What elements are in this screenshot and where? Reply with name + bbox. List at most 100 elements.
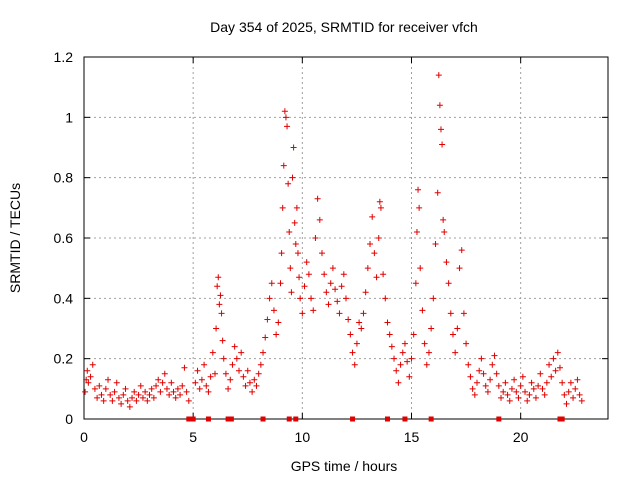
data-point bbox=[236, 367, 243, 374]
data-point bbox=[285, 180, 292, 187]
data-point bbox=[249, 388, 256, 395]
x-tick-label: 10 bbox=[295, 429, 311, 445]
baseline-marker bbox=[293, 416, 299, 422]
data-point bbox=[360, 310, 367, 317]
baseline-marker bbox=[428, 416, 434, 422]
data-point bbox=[517, 382, 524, 389]
data-point bbox=[312, 235, 319, 241]
data-point bbox=[157, 388, 164, 395]
data-point bbox=[137, 382, 144, 389]
data-point bbox=[109, 397, 116, 404]
data-point bbox=[291, 219, 298, 226]
baseline-marker bbox=[228, 416, 234, 422]
data-point bbox=[111, 388, 118, 395]
data-point bbox=[500, 388, 507, 395]
x-tick-label: 15 bbox=[404, 429, 420, 445]
baseline-marker bbox=[402, 416, 408, 422]
data-point bbox=[421, 340, 428, 347]
data-point bbox=[386, 331, 393, 338]
gap-markers bbox=[186, 416, 565, 422]
data-point bbox=[100, 397, 107, 404]
data-point bbox=[552, 367, 559, 374]
data-point bbox=[343, 295, 349, 302]
data-point bbox=[329, 265, 336, 272]
data-point bbox=[318, 250, 325, 257]
data-point bbox=[449, 331, 456, 338]
baseline-marker bbox=[286, 416, 292, 422]
x-tick-label: 0 bbox=[80, 429, 88, 445]
data-point bbox=[275, 319, 282, 326]
data-point bbox=[458, 247, 465, 254]
data-point bbox=[222, 370, 229, 377]
data-point bbox=[85, 379, 92, 386]
data-point bbox=[142, 388, 149, 395]
data-point bbox=[556, 364, 563, 371]
data-point bbox=[303, 259, 310, 266]
data-point bbox=[297, 295, 304, 302]
data-point bbox=[413, 228, 420, 235]
data-point bbox=[548, 373, 555, 380]
baseline-marker bbox=[186, 416, 192, 422]
data-point bbox=[578, 397, 585, 404]
data-point bbox=[404, 358, 411, 365]
data-point bbox=[115, 394, 122, 401]
baseline-marker bbox=[225, 416, 231, 422]
data-point bbox=[282, 114, 289, 121]
data-point bbox=[227, 376, 234, 383]
data-point bbox=[270, 307, 277, 314]
data-point bbox=[474, 379, 480, 386]
data-point bbox=[482, 382, 489, 389]
data-point bbox=[196, 385, 203, 392]
data-point bbox=[129, 394, 136, 401]
data-point bbox=[522, 388, 529, 395]
data-point bbox=[153, 382, 160, 389]
data-point bbox=[126, 403, 133, 410]
data-point bbox=[301, 283, 308, 290]
data-point bbox=[238, 349, 245, 356]
data-point bbox=[565, 388, 572, 395]
data-point bbox=[435, 72, 442, 79]
data-point bbox=[219, 337, 226, 344]
data-point bbox=[493, 370, 500, 377]
data-point bbox=[439, 141, 446, 148]
data-point bbox=[445, 280, 452, 287]
data-point bbox=[286, 228, 293, 235]
data-point bbox=[264, 316, 271, 323]
data-point bbox=[532, 394, 539, 401]
data-point bbox=[480, 370, 487, 377]
data-point bbox=[133, 397, 140, 404]
data-point bbox=[299, 310, 306, 317]
data-point bbox=[530, 385, 537, 392]
data-point bbox=[257, 361, 264, 368]
data-point bbox=[205, 388, 212, 395]
data-point bbox=[107, 391, 114, 398]
data-point bbox=[469, 385, 476, 392]
y-tick-label: 1.2 bbox=[54, 49, 74, 65]
data-point bbox=[364, 265, 371, 272]
data-point bbox=[102, 385, 109, 392]
data-point bbox=[508, 385, 515, 392]
data-point bbox=[395, 379, 402, 386]
data-point bbox=[231, 343, 238, 350]
data-point bbox=[437, 126, 444, 133]
chart-title: Day 354 of 2025, SRMTID for receiver vfc… bbox=[210, 19, 478, 35]
data-point bbox=[524, 397, 531, 404]
data-point bbox=[183, 388, 190, 395]
data-point bbox=[362, 289, 369, 296]
data-point bbox=[293, 204, 300, 211]
y-tick-label: 0.2 bbox=[54, 351, 74, 367]
data-point bbox=[460, 310, 467, 317]
data-point bbox=[124, 397, 131, 404]
data-point bbox=[150, 394, 157, 401]
data-point bbox=[163, 385, 170, 392]
data-point bbox=[430, 295, 437, 302]
data-point bbox=[325, 301, 332, 308]
data-point bbox=[262, 334, 269, 341]
data-point bbox=[561, 391, 568, 398]
data-point bbox=[310, 307, 317, 314]
data-point bbox=[570, 394, 577, 401]
data-point bbox=[576, 391, 583, 398]
data-point bbox=[416, 204, 423, 211]
